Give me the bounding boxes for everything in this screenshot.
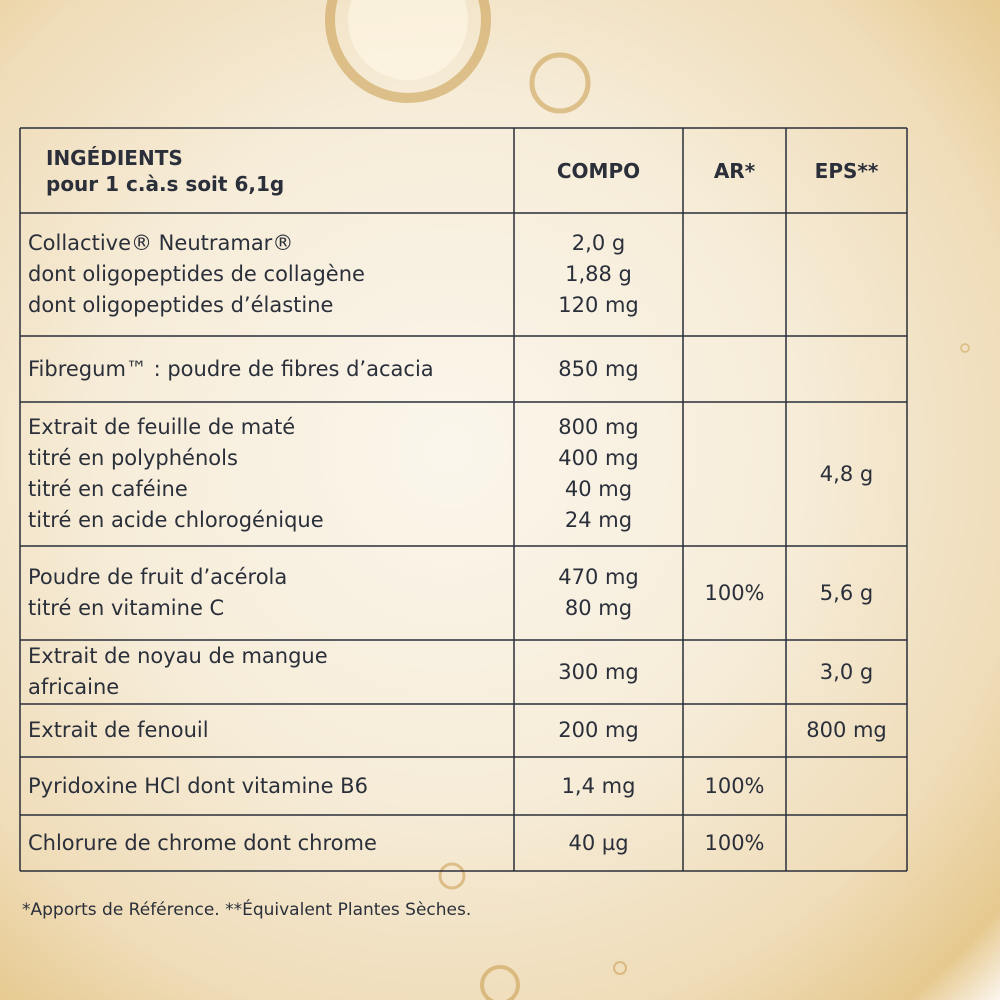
header-cell: AR* (683, 128, 786, 213)
cell-text: 1,4 mg (561, 773, 636, 798)
cell-text: 100% (704, 580, 765, 605)
table-cell: 200 mg (514, 704, 683, 757)
cell-text: Extrait de fenouil (28, 718, 209, 742)
cell-text: Extrait de noyau de mangue (28, 644, 328, 668)
cell-text: 40 mg (564, 477, 633, 501)
cell-text: Collactive® Neutramar® (28, 231, 294, 255)
cell-text: 850 mg (558, 356, 639, 381)
table-cell (786, 757, 907, 815)
cell-text: 800 mg (558, 415, 639, 439)
cell-text: COMPO (556, 158, 641, 183)
header-cell: EPS** (786, 128, 907, 213)
table-cell (683, 336, 786, 402)
table-cell (786, 336, 907, 402)
cell-text: AR* (713, 158, 756, 183)
cell-text: Extrait de feuille de maté (28, 415, 296, 439)
table-cell: 1,4 mg (514, 757, 683, 815)
cell-text: 470 mg (558, 565, 639, 589)
header-cell: COMPO (514, 128, 683, 213)
cell-text: titré en polyphénols (28, 446, 238, 470)
cell-text: 24 mg (564, 508, 633, 532)
table-cell: Chlorure de chrome dont chrome (20, 815, 514, 871)
cell-text: 80 mg (564, 596, 633, 620)
cell-text: 40 µg (568, 830, 629, 855)
table-cell (683, 704, 786, 757)
cell-text: titré en acide chlorogénique (28, 508, 324, 532)
cell-text: 100% (704, 830, 765, 855)
cell-text: dont oligopeptides de collagène (28, 262, 365, 286)
cell-text: titré en vitamine C (28, 596, 225, 620)
cell-text: 200 mg (558, 718, 639, 742)
cell-text: 2,0 g (571, 231, 626, 255)
cell-text: 1,88 g (565, 262, 632, 286)
cell-text: 3,0 g (819, 659, 874, 684)
table-cell: 470 mg 80 mg (514, 546, 683, 640)
cell-text: 5,6 g (819, 580, 874, 605)
cell-text: 4,8 g (819, 461, 874, 486)
cell-text: africaine (28, 675, 120, 699)
table-cell (683, 640, 786, 704)
table-cell: 100% (683, 815, 786, 871)
table-cell: 850 mg (514, 336, 683, 402)
table-cell: 3,0 g (786, 640, 907, 704)
cell-text: pour 1 c.à.s soit 6,1g (46, 171, 285, 196)
table-cell: Pyridoxine HCl dont vitamine B6 (20, 757, 514, 815)
header-cell: INGÉDIENTS pour 1 c.à.s soit 6,1g (20, 128, 514, 213)
table-cell: 5,6 g (786, 546, 907, 640)
cell-text: 120 mg (558, 293, 639, 317)
table-cell: Fibregum™ : poudre de fibres d’acacia (20, 336, 514, 402)
cell-text: EPS** (814, 158, 879, 183)
table-cell: 40 µg (514, 815, 683, 871)
table-cell: Poudre de fruit d’acérola titré en vitami… (20, 546, 514, 640)
table-cell: 100% (683, 546, 786, 640)
table-cell (786, 213, 907, 336)
cell-text: 400 mg (558, 446, 639, 470)
table-cell: Extrait de feuille de maté titré en polyp… (20, 402, 514, 546)
footnote: *Apports de Référence. **Équivalent Plan… (22, 900, 472, 920)
cell-text: 300 mg (558, 659, 639, 684)
table-cell: 4,8 g (786, 402, 907, 546)
cell-text: 100% (704, 773, 765, 798)
cell-text: Poudre de fruit d’acérola (28, 565, 288, 589)
table-cell (683, 213, 786, 336)
table-cell: Extrait de fenouil (20, 704, 514, 757)
table-cell: 800 mg 400 mg 40 mg 24 mg (514, 402, 683, 546)
cell-text: dont oligopeptides d’élastine (28, 293, 334, 317)
cell-text: Fibregum™ : poudre de fibres d’acacia (28, 356, 434, 381)
table-cell: 2,0 g 1,88 g 120 mg (514, 213, 683, 336)
cell-text: titré en caféine (28, 477, 188, 501)
table-cell (683, 402, 786, 546)
table-cell: Extrait de noyau de mangue africaine (20, 640, 514, 704)
table-cell: 800 mg (786, 704, 907, 757)
table-cell: 300 mg (514, 640, 683, 704)
cell-text: 800 mg (806, 718, 887, 742)
cell-text: Pyridoxine HCl dont vitamine B6 (28, 773, 368, 798)
table-cell: Collactive® Neutramar® dont oligopeptides… (20, 213, 514, 336)
table-cell: 100% (683, 757, 786, 815)
cell-text: Chlorure de chrome dont chrome (28, 830, 377, 855)
table-cell (786, 815, 907, 871)
cell-text: INGÉDIENTS (46, 145, 183, 170)
